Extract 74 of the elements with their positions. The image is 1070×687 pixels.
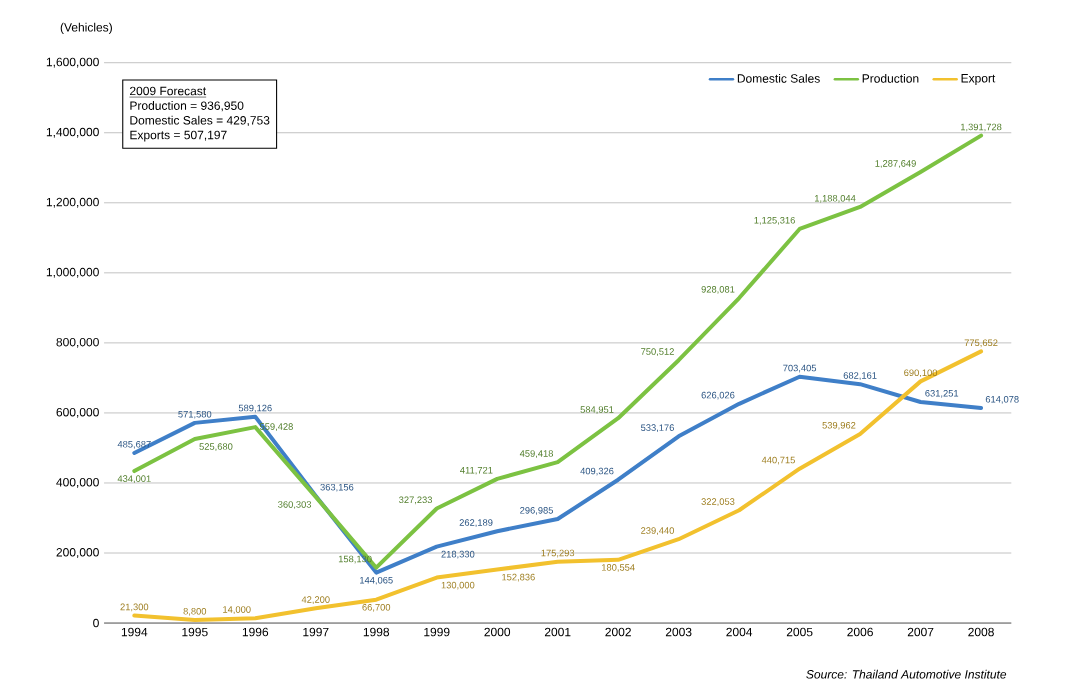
data-label: 42,200 xyxy=(301,596,330,604)
data-label: 614,078 xyxy=(985,395,1019,404)
y-tick-label: 0 xyxy=(93,618,99,628)
x-tick-label: 1994 xyxy=(121,627,148,637)
data-label: 631,251 xyxy=(925,389,959,398)
data-label: 459,418 xyxy=(519,450,554,458)
annotation: Domestic Sales = 429,753 xyxy=(130,115,270,126)
data-label: 21,300 xyxy=(120,603,149,612)
x-tick-label: 2008 xyxy=(968,627,994,637)
data-label: 584,951 xyxy=(580,406,614,414)
data-label: 175,293 xyxy=(541,549,575,558)
x-tick-label: 2004 xyxy=(726,627,753,637)
data-label: 1,125,316 xyxy=(754,216,795,225)
data-label: 626,026 xyxy=(701,391,735,400)
data-label: 218,330 xyxy=(441,550,475,559)
y-tick-label: 200,000 xyxy=(56,548,99,558)
data-label: 8,800 xyxy=(183,607,207,616)
data-label: 1,188,044 xyxy=(814,194,856,203)
x-tick-label: 2006 xyxy=(847,627,873,637)
data-label: 66,700 xyxy=(362,603,391,612)
y-tick-label: 1,600,000 xyxy=(46,57,99,68)
y-tick-label: 1,200,000 xyxy=(46,197,99,208)
data-label: 533,176 xyxy=(641,424,674,433)
x-tick-label: 1995 xyxy=(182,627,208,637)
data-label: 130,000 xyxy=(441,581,475,590)
data-label: 180,554 xyxy=(602,564,635,572)
legend-label: Export xyxy=(961,74,996,85)
annotation: Production = 936,950 xyxy=(130,101,244,112)
data-label: 144,065 xyxy=(360,576,393,585)
data-label: 363,156 xyxy=(320,483,354,492)
x-tick-label: 1999 xyxy=(424,627,450,637)
data-label: 296,985 xyxy=(520,507,554,515)
legend-label: Domestic Sales xyxy=(737,73,820,83)
y-axis-title: (Vehicles) xyxy=(60,22,112,34)
annotation: 2009 Forecast xyxy=(130,86,207,96)
data-label: 434,001 xyxy=(117,475,151,483)
x-tick-label: 1998 xyxy=(363,627,390,637)
x-tick-label: 2002 xyxy=(605,627,631,637)
x-tick-label: 1996 xyxy=(242,627,269,637)
data-label: 239,440 xyxy=(641,527,675,535)
data-label: 571,580 xyxy=(178,410,212,419)
data-label: 682,161 xyxy=(843,372,877,380)
y-tick-label: 1,000,000 xyxy=(46,267,99,278)
data-label: 152,836 xyxy=(502,573,535,582)
data-label: 775,652 xyxy=(964,339,998,348)
data-label: 750,512 xyxy=(641,348,674,356)
x-tick-label: 2005 xyxy=(786,627,813,637)
data-label: 360,303 xyxy=(278,501,312,509)
data-label: 1,287,649 xyxy=(875,160,916,168)
data-label: 409,326 xyxy=(580,467,614,476)
source-note: Source: Thailand Automotive Institute xyxy=(806,669,1007,679)
data-label: 322,053 xyxy=(701,498,735,506)
data-label: 525,680 xyxy=(199,443,233,451)
y-tick-label: 800,000 xyxy=(56,337,99,348)
data-label: 262,189 xyxy=(459,519,493,527)
data-label: 1,391,728 xyxy=(961,123,1002,132)
data-label: 327,233 xyxy=(399,496,433,505)
data-label: 14,000 xyxy=(223,606,251,614)
x-tick-label: 2001 xyxy=(544,627,571,637)
legend-label: Production xyxy=(862,73,919,83)
data-label: 440,715 xyxy=(761,456,795,465)
x-tick-label: 2007 xyxy=(907,627,934,637)
y-tick-label: 600,000 xyxy=(56,407,99,418)
x-tick-label: 1997 xyxy=(303,627,329,637)
y-tick-label: 400,000 xyxy=(56,477,99,488)
annotation: Exports = 507,197 xyxy=(130,130,227,142)
y-tick-label: 1,400,000 xyxy=(46,127,99,138)
data-label: 539,962 xyxy=(822,421,856,430)
data-label: 703,405 xyxy=(783,364,817,373)
data-label: 928,081 xyxy=(701,286,735,294)
x-tick-label: 2003 xyxy=(665,627,692,637)
data-label: 411,721 xyxy=(460,466,493,475)
data-label: 589,126 xyxy=(238,404,272,413)
x-tick-label: 2000 xyxy=(484,627,511,637)
